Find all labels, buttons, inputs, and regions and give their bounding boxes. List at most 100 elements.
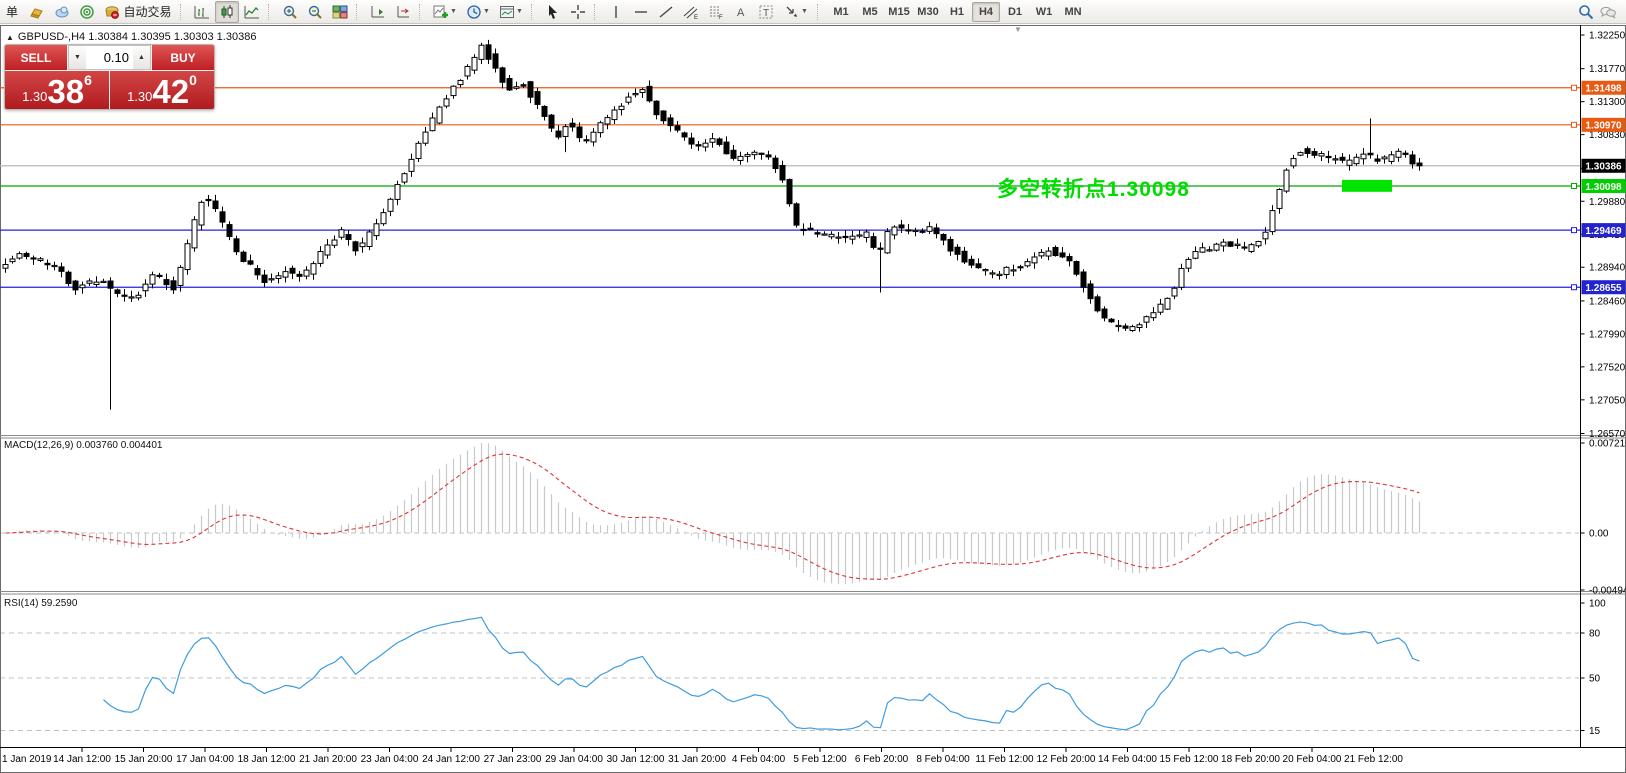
bar-chart-button[interactable] <box>190 1 214 23</box>
timeframe-mn[interactable]: MN <box>1064 5 1082 18</box>
timeframe-m1[interactable]: M1 <box>833 5 849 18</box>
sell-price-pip: 6 <box>84 72 92 88</box>
text-icon: A <box>737 7 745 19</box>
signals-button[interactable] <box>75 1 99 23</box>
timeframe-h4[interactable]: H4 <box>972 1 1000 22</box>
dropdown-arrow-icon: ▼ <box>516 8 523 15</box>
buy-price-pip: 0 <box>189 72 197 88</box>
svg-text:15 Jan 20:00: 15 Jan 20:00 <box>115 754 173 765</box>
svg-text:E: E <box>694 15 698 20</box>
crosshair-button[interactable] <box>566 1 590 23</box>
auto-scroll-icon <box>371 5 384 17</box>
svg-text:31 Jan 20:00: 31 Jan 20:00 <box>668 754 726 765</box>
zoom-in-button[interactable] <box>278 1 302 23</box>
svg-text:1.29880: 1.29880 <box>1589 197 1626 208</box>
candlestick-series <box>2 39 1423 410</box>
vertical-line-button[interactable] <box>604 1 628 23</box>
chat-icon[interactable] <box>1600 4 1616 20</box>
svg-text:100: 100 <box>1589 599 1606 610</box>
svg-text:1.27050: 1.27050 <box>1589 395 1626 406</box>
svg-text:21 Feb 12:00: 21 Feb 12:00 <box>1344 754 1403 765</box>
cloud-icon <box>55 6 69 17</box>
bar-chart-icon <box>194 5 209 18</box>
volume-decrease-button[interactable]: ▼ <box>69 46 86 69</box>
sell-price-button[interactable]: 1.30 38 6 <box>5 71 110 109</box>
svg-text:18 Jan 12:00: 18 Jan 12:00 <box>238 754 296 765</box>
market-button[interactable] <box>50 1 74 23</box>
text-button[interactable]: A <box>729 1 753 23</box>
trendline-icon <box>659 5 673 18</box>
svg-text:14 Jan 12:00: 14 Jan 12:00 <box>53 754 111 765</box>
timeframe-w1[interactable]: W1 <box>1035 5 1053 18</box>
search-icon[interactable] <box>1578 4 1594 20</box>
timeframe-m5[interactable]: M5 <box>862 5 878 18</box>
chart-canvas: 1.322501.317701.313001.308301.303501.298… <box>0 25 1626 773</box>
sell-price-prefix: 1.30 <box>22 89 48 104</box>
collapse-panel-arrow-icon[interactable]: ▲ <box>6 32 14 42</box>
timeframe-m15[interactable]: M15 <box>888 5 910 18</box>
tile-windows-button[interactable] <box>328 1 352 23</box>
macd-pane <box>1 443 1579 585</box>
svg-text:14 Feb 04:00: 14 Feb 04:00 <box>1098 754 1157 765</box>
metaeditor-button[interactable] <box>25 1 49 23</box>
panel-toggle-arrow-icon[interactable]: ▼ <box>1014 25 1022 34</box>
text-label-button[interactable]: T <box>754 1 778 23</box>
periods-button[interactable]: ▼ <box>462 1 494 23</box>
autotrading-button[interactable]: 自动交易 <box>100 1 176 23</box>
timeframe-d1[interactable]: D1 <box>1007 5 1023 18</box>
svg-text:1.31770: 1.31770 <box>1589 64 1626 75</box>
equidistant-channel-button[interactable]: E <box>679 1 703 23</box>
svg-text:1.28460: 1.28460 <box>1589 296 1626 307</box>
svg-text:1.30098: 1.30098 <box>1585 182 1622 193</box>
one-click-trading-panel: SELL ▼ ▲ BUY 1.30 38 6 1.30 42 0 <box>4 44 215 110</box>
volume-input[interactable] <box>86 46 133 69</box>
chart-shift-button[interactable] <box>391 1 415 23</box>
sell-price-big: 38 <box>47 73 85 110</box>
chart-shift-icon <box>397 5 409 17</box>
fibonacci-button[interactable]: F <box>704 1 728 23</box>
new-order-button[interactable]: 单 <box>5 5 18 19</box>
buy-button[interactable]: BUY <box>151 45 214 70</box>
dropdown-arrow-icon: ▼ <box>801 8 808 15</box>
trendline-button[interactable] <box>654 1 678 23</box>
zoom-out-icon <box>308 5 322 19</box>
line-chart-button[interactable] <box>240 1 264 23</box>
svg-text:11 Feb 12:00: 11 Feb 12:00 <box>975 754 1034 765</box>
tile-windows-icon <box>332 5 348 19</box>
svg-text:20 Feb 04:00: 20 Feb 04:00 <box>1283 754 1342 765</box>
separator <box>419 3 425 20</box>
chart-annotation-text: 多空转折点1.30098 <box>997 178 1190 201</box>
timeframe-m30[interactable]: M30 <box>917 5 939 18</box>
svg-text:1.32250: 1.32250 <box>1589 31 1626 42</box>
separator <box>817 3 823 20</box>
timeframe-h1[interactable]: H1 <box>949 5 965 18</box>
svg-text:12 Feb 20:00: 12 Feb 20:00 <box>1037 754 1096 765</box>
templates-button[interactable]: ▼ <box>495 1 527 23</box>
indicators-button[interactable]: ▼ <box>429 1 461 23</box>
svg-text:23 Jan 04:00: 23 Jan 04:00 <box>361 754 419 765</box>
svg-text:F: F <box>719 15 723 20</box>
time-axis[interactable]: 1 Jan 2019 14 Jan 12:00 15 Jan 20:00 17 Jan… <box>2 748 1403 765</box>
zoom-out-button[interactable] <box>303 1 327 23</box>
svg-text:1.27990: 1.27990 <box>1589 329 1626 340</box>
svg-text:1.28655: 1.28655 <box>1585 283 1622 294</box>
volume-increase-button[interactable]: ▲ <box>133 46 150 69</box>
fibonacci-icon: F <box>710 6 723 20</box>
template-icon <box>500 5 515 18</box>
macd-indicator-label: MACD(12,26,9) 0.003760 0.004401 <box>4 440 163 451</box>
sell-button[interactable]: SELL <box>5 45 68 70</box>
arrows-button[interactable]: ▼ <box>779 1 813 23</box>
buy-price-button[interactable]: 1.30 42 0 <box>110 71 214 109</box>
candlestick-chart-icon <box>221 4 233 18</box>
svg-text:17 Jan 04:00: 17 Jan 04:00 <box>176 754 234 765</box>
text-label-icon: T <box>759 5 773 19</box>
separator <box>180 3 186 20</box>
horizontal-line-button[interactable] <box>629 1 653 23</box>
candlestick-chart-button[interactable] <box>215 0 239 23</box>
svg-text:1.30970: 1.30970 <box>1585 121 1622 132</box>
cursor-button[interactable] <box>541 1 565 23</box>
chart-area[interactable]: 1.322501.317701.313001.308301.303501.298… <box>0 25 1626 773</box>
highlight-rectangle[interactable] <box>1342 179 1392 192</box>
auto-scroll-button[interactable] <box>366 1 390 23</box>
